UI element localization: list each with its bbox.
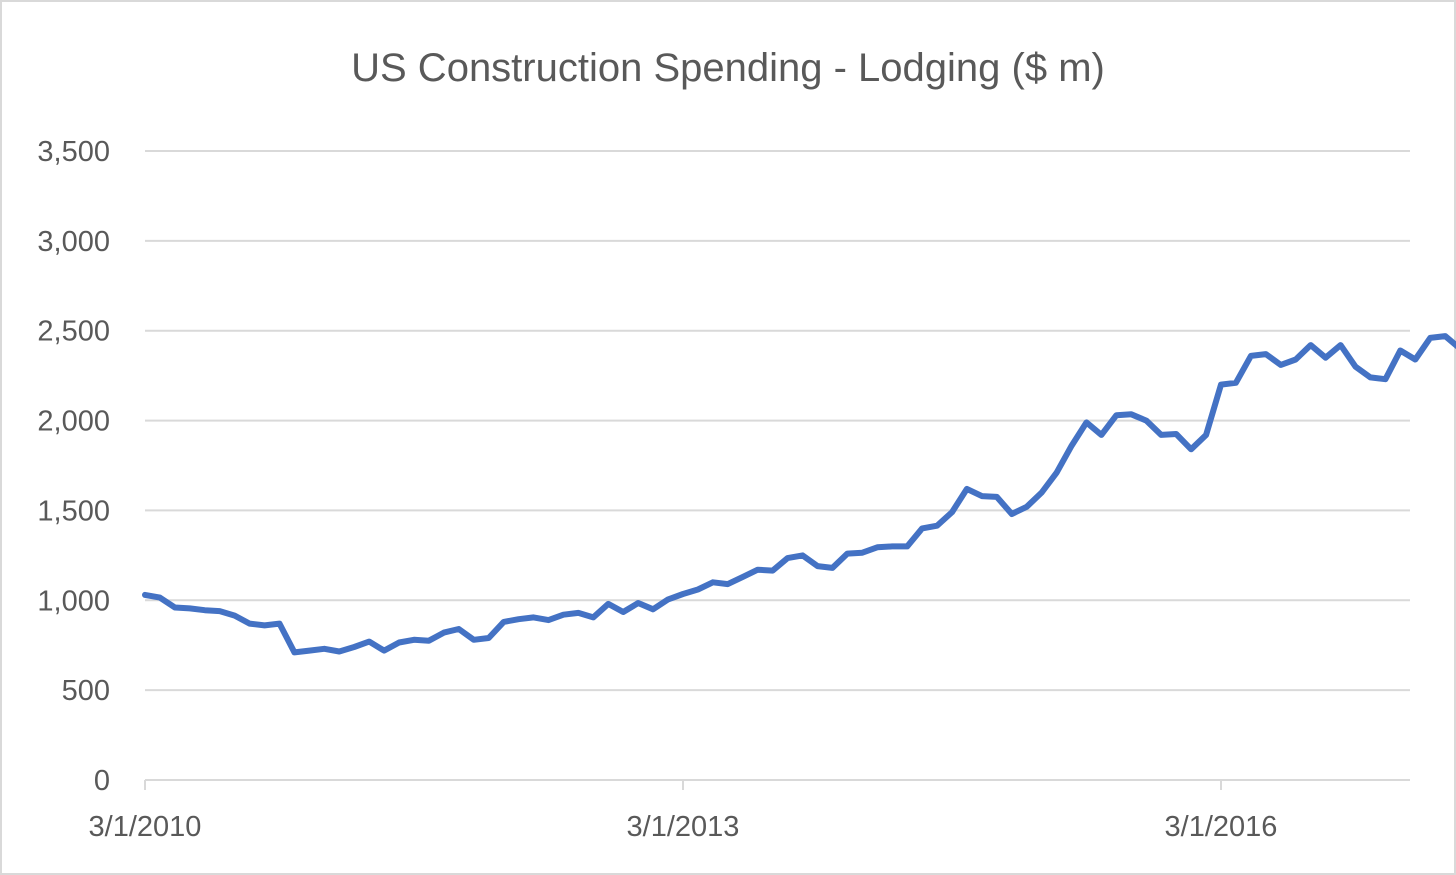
y-tick-label: 3,500 <box>37 136 110 168</box>
x-tick-label: 3/1/2016 <box>1165 811 1278 843</box>
y-axis-ticks: 0 500 1,000 1,500 2,000 2,500 3,000 3,500 <box>37 136 110 797</box>
y-tick-label: 500 <box>62 675 110 707</box>
y-tick-label: 3,000 <box>37 226 110 258</box>
series-line <box>142 333 1456 656</box>
y-tick-label: 1,000 <box>37 585 110 617</box>
y-tick-label: 1,500 <box>37 495 110 527</box>
x-tick-label: 3/1/2010 <box>89 811 202 843</box>
x-tick-label: 3/1/2013 <box>627 811 740 843</box>
y-tick-label: 0 <box>94 765 110 797</box>
series-group <box>142 333 1456 656</box>
chart-title: US Construction Spending - Lodging ($ m) <box>351 46 1105 90</box>
y-tick-label: 2,500 <box>37 316 110 348</box>
gridlines <box>145 150 1410 692</box>
y-tick-label: 2,000 <box>37 406 110 438</box>
